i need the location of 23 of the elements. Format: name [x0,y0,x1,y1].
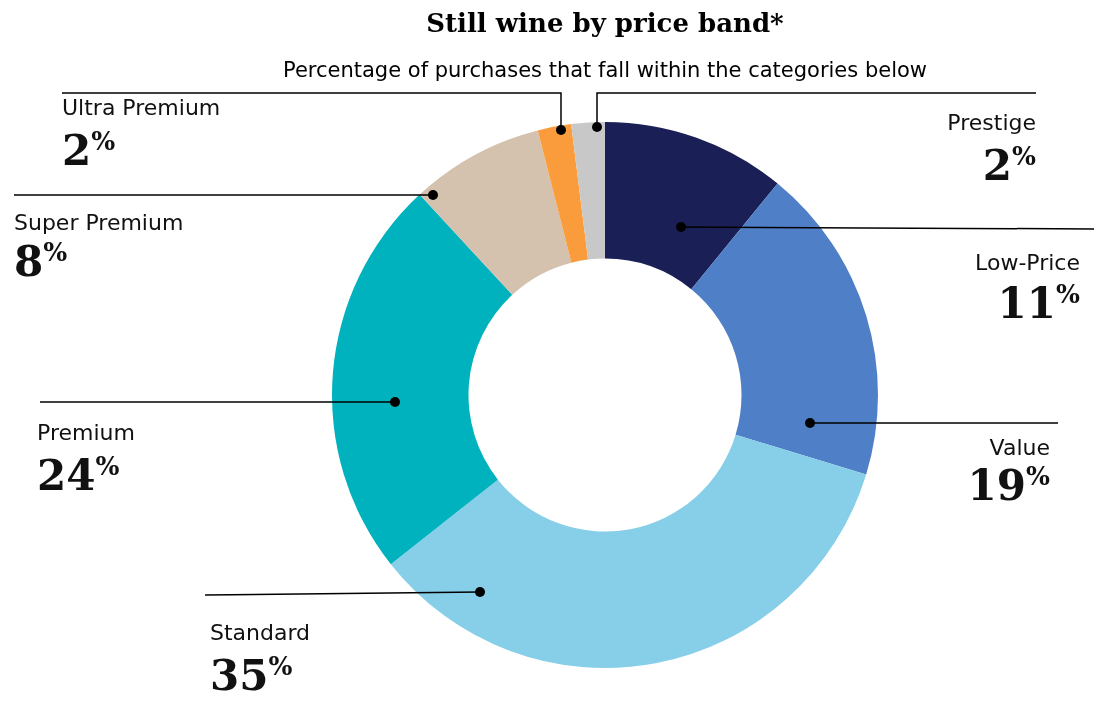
slice-label: Ultra Premium [62,95,221,120]
slice-label: Value [989,435,1050,460]
slice-label: Premium [37,420,135,445]
chart-title: Still wine by price band* [426,8,785,38]
data-label: 35$^{%}$ [210,651,293,700]
data-label: 8$^{%}$ [14,237,68,286]
chart-subtitle: Percentage of purchases that fall within the categories below [282,58,928,82]
data-label: 24$^{%}$ [37,451,120,500]
donut-slice [419,130,572,295]
data-label: 11$^{%}$ [997,279,1081,328]
donut-slice [537,124,589,263]
donut-slice [332,194,513,565]
slice-label: Standard [210,620,311,645]
data-label: 19$^{%}$ [967,461,1051,510]
donut-slice [691,183,878,475]
data-label: 2$^{%}$ [62,126,116,175]
donut-slice [571,122,605,260]
slice-label: Super Premium [14,210,184,235]
slice-label: Low-Price [975,250,1080,275]
data-label: 2$^{%}$ [982,141,1037,190]
donut-slice [390,434,867,668]
slice-label: Prestige [947,110,1036,135]
donut-slice [605,122,778,290]
